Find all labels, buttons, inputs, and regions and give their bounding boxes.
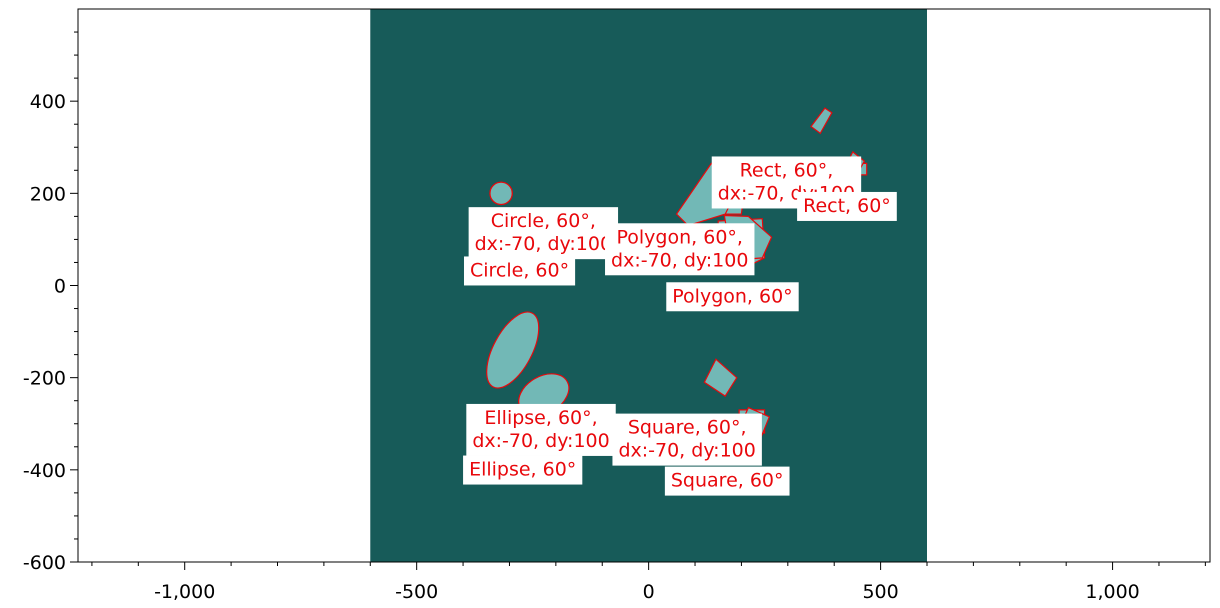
shape-circle xyxy=(489,181,513,206)
y-tick-label: -400 xyxy=(23,460,66,482)
x-tick-label: 500 xyxy=(862,581,898,603)
y-tick-label: 400 xyxy=(30,91,66,113)
shape-label-box: Circle, 60°,dx:-70, dy:100 xyxy=(468,207,619,260)
shape-label-text: Circle, 60° xyxy=(470,259,569,281)
shape-label-text: dx:-70, dy:100 xyxy=(475,233,612,255)
label-background xyxy=(463,256,576,286)
label-background xyxy=(605,223,755,276)
shape-label-box: Square, 60° xyxy=(664,466,790,496)
shape-label-text: dx:-70, dy:100 xyxy=(611,249,748,271)
shape-label-text: dx:-70, dy:100 xyxy=(472,430,609,452)
x-tick-label: -1,000 xyxy=(154,581,215,603)
x-tick-label: -500 xyxy=(395,581,438,603)
shape-label-text: Ellipse, 60° xyxy=(469,459,576,481)
x-tick-label: 0 xyxy=(643,581,655,603)
shape-label-text: Square, 60°, xyxy=(628,417,747,439)
shape-label-text: Circle, 60°, xyxy=(491,210,596,232)
label-background xyxy=(463,455,583,485)
shape-label-text: dx:-70, dy:100 xyxy=(618,440,755,462)
y-tick-label: 200 xyxy=(30,183,66,205)
shape-polygon xyxy=(703,358,738,397)
label-background xyxy=(664,466,790,496)
shape-label-text: Rect, 60°, xyxy=(740,159,834,181)
y-tick-label: -200 xyxy=(23,368,66,390)
label-background xyxy=(468,207,619,260)
label-background xyxy=(612,413,762,466)
x-tick-label: 1,000 xyxy=(1085,581,1139,603)
shape-label-box: Circle, 60° xyxy=(463,256,576,286)
label-background xyxy=(797,191,897,221)
shape-label-box: Rect, 60° xyxy=(797,191,897,221)
label-background xyxy=(466,403,616,456)
shape-polygon xyxy=(810,107,833,135)
shape-label-box: Ellipse, 60° xyxy=(463,455,583,485)
shape-ellipse xyxy=(486,311,540,389)
shape-label-box: Ellipse, 60°,dx:-70, dy:100 xyxy=(466,403,616,456)
y-tick-label: -600 xyxy=(23,552,66,574)
background-rect xyxy=(370,9,927,562)
shape-label-text: Square, 60° xyxy=(671,470,784,492)
y-tick-label: 0 xyxy=(54,276,66,298)
shape-label-box: Polygon, 60°,dx:-70, dy:100 xyxy=(605,223,755,276)
shape-label-text: Ellipse, 60°, xyxy=(484,407,597,429)
shape-label-text: Polygon, 60° xyxy=(672,285,792,307)
shape-label-box: Polygon, 60° xyxy=(666,282,799,312)
label-background xyxy=(666,282,799,312)
shape-label-box: Square, 60°,dx:-70, dy:100 xyxy=(612,413,762,466)
shape-label-text: Polygon, 60°, xyxy=(617,226,743,248)
shape-label-text: Rect, 60° xyxy=(803,195,891,217)
